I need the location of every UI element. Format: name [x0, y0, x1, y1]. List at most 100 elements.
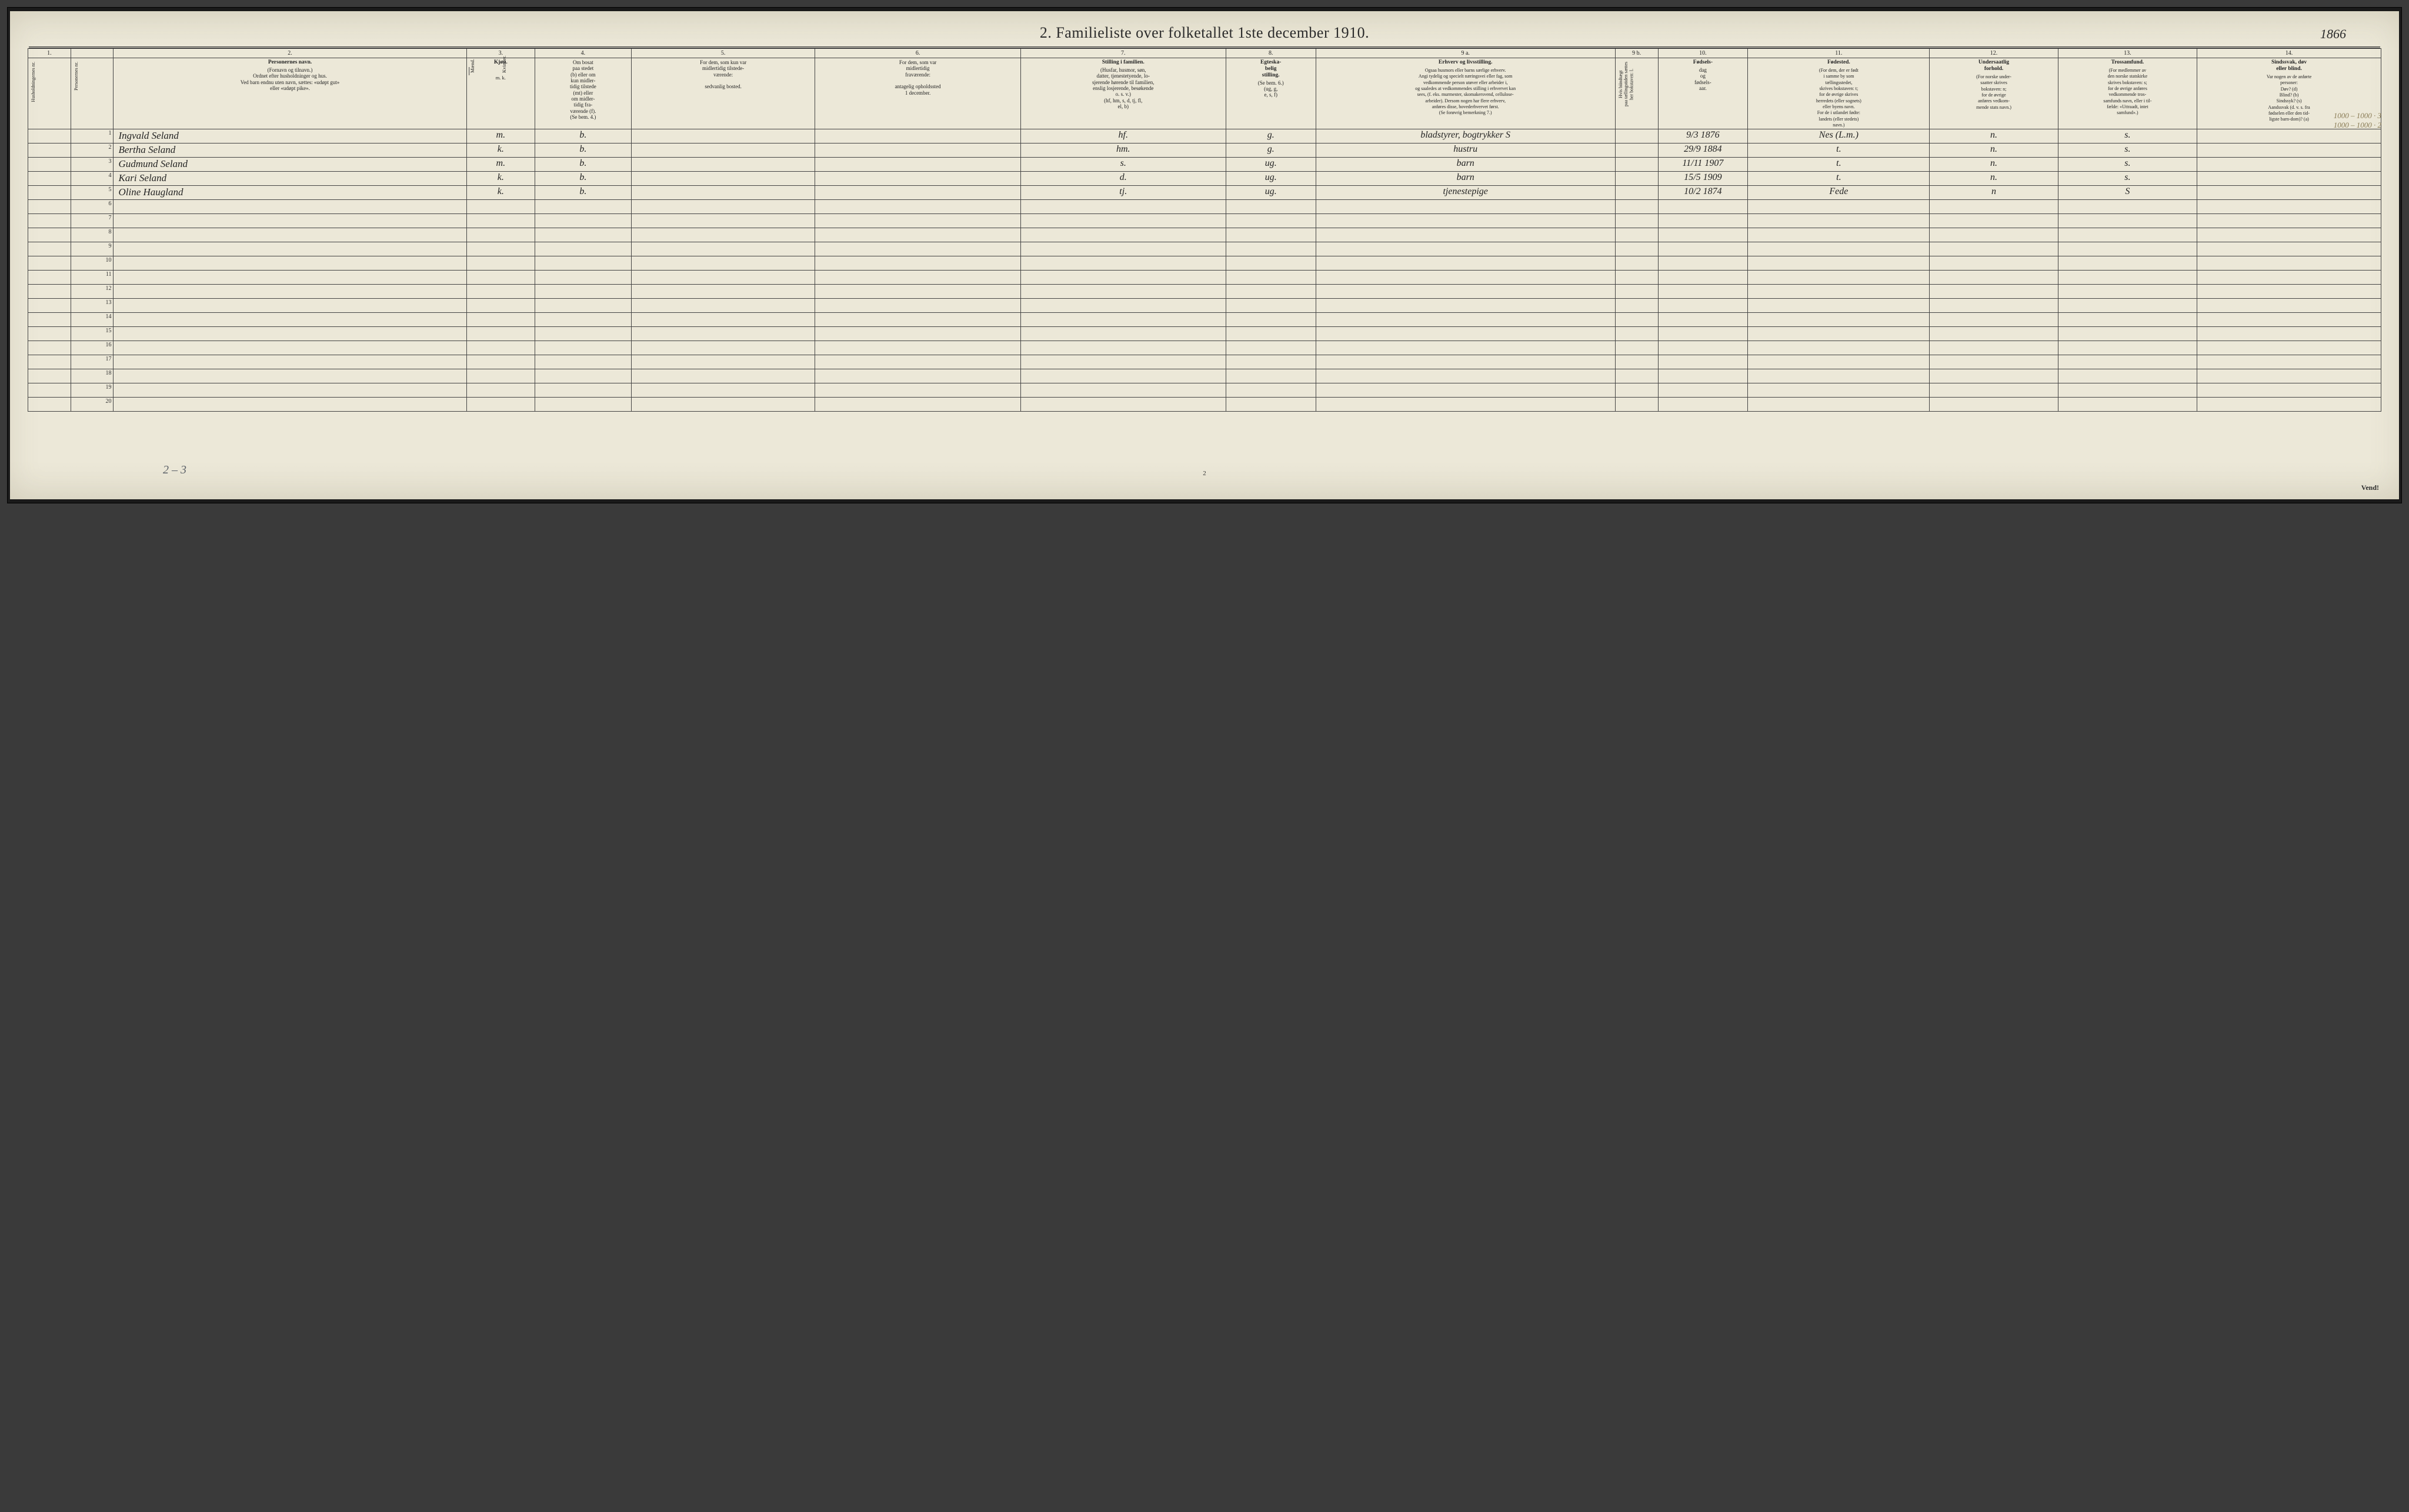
table-row: 6	[28, 200, 2381, 214]
cell-empty	[114, 313, 466, 327]
header-c7: Stilling i familien. (Husfar, husmor, sø…	[1020, 58, 1226, 129]
cell-person-nr: 10	[71, 256, 114, 271]
cell-empty	[466, 355, 535, 369]
cell-empty	[1316, 398, 1615, 412]
cell-birthdate: 15/5 1909	[1658, 172, 1748, 186]
header-c1: Husholdningernes nr.	[28, 58, 71, 129]
cell-person-nr: 3	[71, 158, 114, 172]
header-c2-bold: Personernes navn.	[115, 59, 464, 66]
header-c13: Trossamfund. (For medlemmer av den norsk…	[2058, 58, 2197, 129]
cell-empty	[114, 327, 466, 341]
table-body: 1Ingvald Selandm.b.hf.g.bladstyrer, bogt…	[28, 129, 2381, 412]
cell-empty	[1226, 200, 1316, 214]
cell-c9b	[1615, 186, 1658, 200]
cell-c9b	[1615, 129, 1658, 143]
cell-empty	[114, 285, 466, 299]
cell-empty	[2058, 242, 2197, 256]
cell-empty	[1020, 271, 1226, 285]
header-c3-kvinder: Kvinder.	[501, 67, 533, 75]
cell-empty	[2058, 383, 2197, 398]
cell-empty	[1020, 341, 1226, 355]
cell-marital: g.	[1226, 129, 1316, 143]
cell-occupation: barn	[1316, 158, 1615, 172]
cell-empty	[2197, 256, 2381, 271]
header-c8-sub: (Se bem. 6.) (ug, g, e, s, f)	[1258, 80, 1284, 98]
header-c9a-sub: Ogsaa husmors eller barns særlige erhver…	[1415, 68, 1516, 115]
cell-empty	[114, 398, 466, 412]
column-number: 12.	[1930, 49, 2058, 58]
cell-empty	[535, 313, 632, 327]
cell-empty	[2197, 299, 2381, 313]
column-number: 9 b.	[1615, 49, 1658, 58]
cell-empty	[631, 398, 815, 412]
cell-religion: s.	[2058, 129, 2197, 143]
cell-empty	[1226, 242, 1316, 256]
cell-person-nr: 11	[71, 271, 114, 285]
cell-empty	[1658, 313, 1748, 327]
cell-empty	[466, 383, 535, 398]
cell-empty	[1658, 214, 1748, 228]
cell-empty	[466, 200, 535, 214]
cell-empty	[1748, 242, 1930, 256]
cell-empty	[1226, 369, 1316, 383]
cell-empty	[815, 313, 1020, 327]
cell-empty	[2058, 398, 2197, 412]
cell-empty	[535, 271, 632, 285]
cell-empty	[815, 355, 1020, 369]
cell-empty	[1615, 398, 1658, 412]
cell-name: Gudmund Seland	[114, 158, 466, 172]
cell-empty	[2197, 200, 2381, 214]
cell-empty	[1316, 200, 1615, 214]
cell-empty	[1316, 228, 1615, 242]
cell-empty	[1615, 228, 1658, 242]
header-c10-sub: dag og fødsels- aar.	[1694, 67, 1711, 91]
cell-person-nr: 13	[71, 299, 114, 313]
cell-empty	[1316, 313, 1615, 327]
cell-empty	[114, 383, 466, 398]
cell-empty	[631, 271, 815, 285]
header-c1b-text: Personernes nr.	[73, 59, 79, 93]
cell-empty	[2058, 256, 2197, 271]
cell-c9b	[1615, 143, 1658, 158]
cell-household-nr	[28, 341, 71, 355]
cell-empty	[815, 327, 1020, 341]
cell-empty	[535, 256, 632, 271]
cell-empty	[1020, 228, 1226, 242]
cell-empty	[2058, 355, 2197, 369]
cell-sex: k.	[466, 143, 535, 158]
cell-person-nr: 1	[71, 129, 114, 143]
cell-empty	[1316, 369, 1615, 383]
cell-empty	[631, 327, 815, 341]
cell-empty	[1020, 285, 1226, 299]
cell-marital: ug.	[1226, 172, 1316, 186]
cell-empty	[466, 242, 535, 256]
cell-empty	[1615, 200, 1658, 214]
cell-household-nr	[28, 158, 71, 172]
cell-nationality: n.	[1930, 129, 2058, 143]
cell-empty	[1020, 313, 1226, 327]
cell-empty	[2197, 285, 2381, 299]
header-c3: Kjøn. Mænd. Kvinder. m. k.	[466, 58, 535, 129]
cell-empty	[466, 327, 535, 341]
cell-empty	[1658, 200, 1748, 214]
header-c8: Egteska- belig stilling. (Se bem. 6.) (u…	[1226, 58, 1316, 129]
cell-empty	[1930, 398, 2058, 412]
cell-empty	[1226, 355, 1316, 369]
cell-person-nr: 14	[71, 313, 114, 327]
cell-marital: ug.	[1226, 186, 1316, 200]
cell-sex: k.	[466, 186, 535, 200]
cell-household-nr	[28, 313, 71, 327]
header-c12: Undersaatlig forhold. (For norske under-…	[1930, 58, 2058, 129]
cell-empty	[2058, 285, 2197, 299]
header-c6: For dem, som var midlertidig fraværende:…	[815, 58, 1020, 129]
cell-household-nr	[28, 369, 71, 383]
cell-empty	[1316, 383, 1615, 398]
cell-empty	[1658, 327, 1748, 341]
cell-household-nr	[28, 285, 71, 299]
cell-empty	[1748, 355, 1930, 369]
cell-empty	[1020, 398, 1226, 412]
cell-household-nr	[28, 271, 71, 285]
cell-sex: m.	[466, 158, 535, 172]
table-row: 10	[28, 256, 2381, 271]
header-row: Husholdningernes nr. Personernes nr. Per…	[28, 58, 2381, 129]
